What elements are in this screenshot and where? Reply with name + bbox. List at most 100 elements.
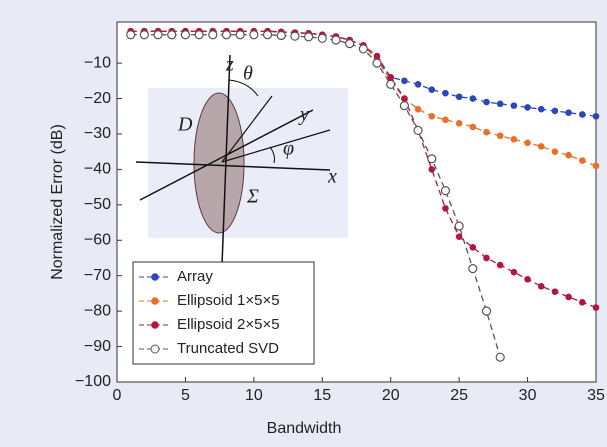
data-point	[483, 98, 490, 106]
legend-marker	[151, 273, 159, 281]
data-point	[167, 30, 177, 40]
data-point	[565, 293, 572, 301]
x-tick-label: 10	[245, 387, 263, 404]
data-point	[579, 111, 586, 118]
data-point	[496, 100, 504, 108]
y-tick-label: −10	[84, 54, 111, 71]
ellipsoid	[193, 92, 245, 234]
data-point	[276, 30, 286, 41]
data-point	[345, 39, 355, 49]
annotation: φ	[283, 138, 294, 160]
y-tick-label: −30	[84, 125, 111, 142]
data-point	[401, 95, 408, 102]
data-point	[469, 95, 477, 102]
data-point	[510, 135, 518, 143]
data-point	[510, 102, 518, 109]
data-point	[428, 86, 436, 93]
x-tick-label: 30	[519, 387, 537, 404]
x-tick-label: 0	[113, 387, 122, 404]
data-point	[455, 93, 463, 101]
x-tick-label: 25	[450, 387, 468, 404]
data-point	[524, 104, 531, 111]
legend-label: Truncated SVD	[177, 340, 279, 357]
data-point	[401, 77, 408, 85]
data-point	[221, 30, 232, 40]
data-point	[249, 30, 259, 40]
data-point	[440, 186, 451, 196]
data-point	[579, 298, 586, 306]
projection	[221, 129, 331, 163]
z-axis	[221, 54, 231, 266]
annotation: D	[177, 114, 193, 136]
data-point	[524, 275, 531, 283]
theta-arc	[228, 79, 259, 97]
legend-label: Ellipsoid 1×5×5	[177, 292, 280, 309]
data-point	[208, 30, 218, 40]
data-point	[194, 30, 204, 40]
phi-arc	[269, 146, 275, 164]
data-point	[442, 89, 449, 97]
data-point	[592, 162, 600, 170]
data-point	[317, 33, 327, 43]
x-tick-label: 35	[587, 387, 605, 404]
inset-diagram: z θ D y φ x Σ	[135, 54, 348, 266]
data-point	[537, 143, 545, 150]
data-point	[592, 112, 600, 120]
data-point	[455, 233, 463, 241]
data-point	[454, 221, 464, 231]
y-axis-3d	[139, 109, 314, 201]
annotation: θ	[243, 63, 253, 85]
data-point	[481, 306, 492, 316]
data-point	[386, 79, 396, 89]
data-point	[592, 304, 600, 311]
x-tick-label: 20	[382, 387, 400, 404]
data-point	[537, 283, 545, 290]
y-tick-label: −100	[75, 373, 111, 390]
data-point	[565, 109, 572, 117]
data-point	[469, 244, 477, 251]
legend-label: Array	[177, 268, 213, 285]
data-point	[262, 30, 273, 40]
data-point	[510, 268, 518, 276]
legend-marker	[150, 344, 160, 354]
data-point	[413, 125, 423, 136]
data-point	[372, 58, 382, 68]
data-point	[153, 30, 163, 40]
annotation: y	[298, 104, 309, 126]
direction	[221, 95, 273, 163]
data-point	[537, 105, 545, 113]
legend-marker	[151, 297, 159, 305]
x-tick-label: 15	[313, 387, 331, 404]
data-point	[551, 148, 559, 155]
legend-box	[132, 261, 315, 365]
annotation: x	[327, 166, 337, 188]
series-line	[130, 34, 501, 358]
data-point	[495, 352, 505, 362]
data-point	[387, 73, 395, 81]
legend-label: Ellipsoid 2×5×5	[177, 316, 280, 333]
y-tick-label: −20	[84, 90, 111, 107]
y-tick-label: −60	[84, 231, 111, 248]
data-point	[373, 52, 381, 60]
data-point	[442, 205, 449, 212]
annotation: Σ	[246, 186, 259, 208]
data-point	[139, 30, 149, 40]
data-point	[427, 154, 437, 164]
data-point	[496, 132, 504, 140]
y-tick-label: −90	[84, 338, 111, 355]
data-point	[469, 123, 477, 131]
data-point	[579, 157, 586, 164]
data-point	[524, 139, 531, 147]
data-point	[235, 30, 245, 40]
data-point	[551, 288, 559, 295]
inset-background	[148, 88, 348, 238]
data-point	[358, 44, 368, 54]
data-point	[304, 32, 314, 42]
data-point	[551, 107, 559, 115]
data-point	[483, 128, 490, 136]
data-point	[180, 30, 191, 40]
data-point	[331, 35, 341, 45]
y-tick-label: −40	[84, 161, 111, 178]
legend: Array Ellipsoid 1×5×5 Ellipsoid 2×5×5 Trunc…	[132, 261, 315, 365]
